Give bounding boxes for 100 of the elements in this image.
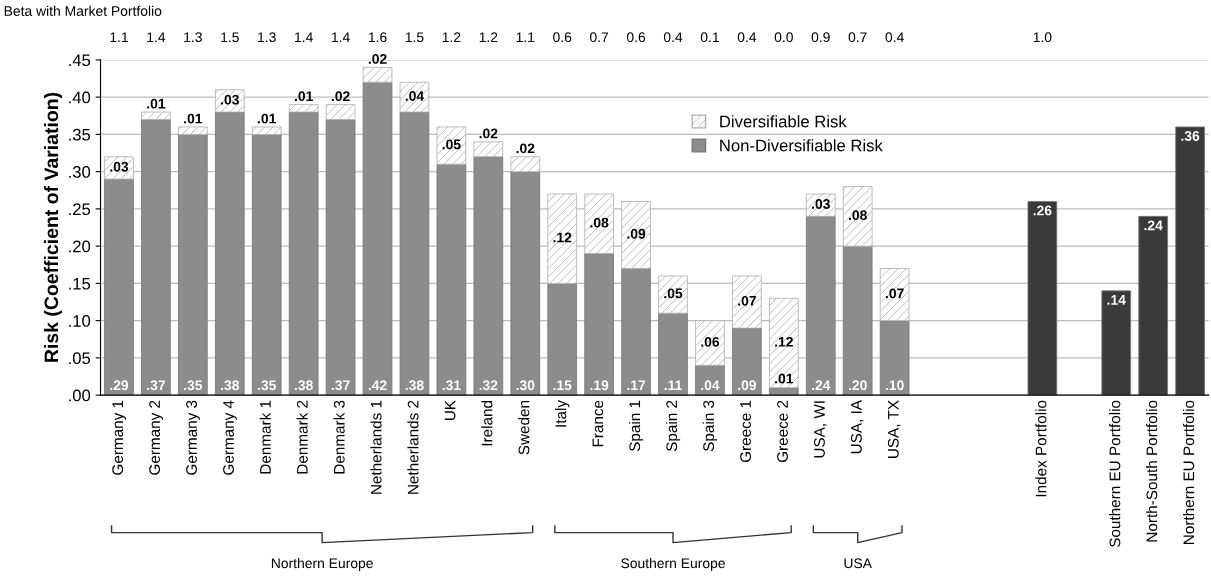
x-tick-label: Germany 4	[223, 400, 237, 475]
bar	[251, 133, 282, 396]
text: 1.1	[110, 32, 128, 42]
text: 0.4	[885, 32, 904, 43]
x-tick-label: USA, WI	[814, 401, 827, 458]
data-label: .02	[368, 54, 387, 64]
text: 1.6	[368, 32, 387, 43]
text: 1.5	[405, 32, 424, 43]
bar	[141, 111, 171, 120]
bar	[325, 119, 356, 396]
data-label: .07	[885, 288, 904, 299]
bar	[658, 312, 688, 396]
data-label: .06	[701, 336, 720, 347]
data-label: .37	[331, 380, 350, 391]
data-label: .29	[110, 380, 129, 391]
y-tick-label: .20	[69, 240, 91, 253]
text: 0.4	[663, 32, 683, 43]
text: 1.0	[1033, 32, 1052, 43]
bar	[1101, 290, 1132, 396]
data-label: .14	[1107, 295, 1126, 305]
data-label: .12	[775, 336, 793, 347]
y-tick-label: .15	[69, 277, 91, 290]
x-tick-label: North-South Portfolio	[1146, 400, 1158, 542]
text: 1.2	[442, 32, 461, 42]
data-label: .01	[184, 113, 203, 124]
data-label: .02	[479, 128, 498, 139]
data-label: .08	[590, 217, 609, 228]
data-label: .38	[221, 380, 240, 391]
text: 0.9	[811, 32, 830, 43]
data-label: .09	[627, 228, 646, 239]
bar	[1175, 126, 1205, 396]
data-label: .42	[368, 380, 387, 391]
data-label: .04	[701, 380, 720, 391]
legend-label: Diversifiable Risk	[720, 115, 847, 128]
bar	[1138, 215, 1168, 396]
data-label: .17	[627, 380, 646, 391]
bar	[288, 111, 319, 396]
bar	[805, 215, 836, 396]
x-tick-label: Northern EU Portfolio	[1182, 400, 1195, 544]
y-tick-label: .10	[69, 315, 91, 327]
text: 1.5	[221, 32, 239, 43]
data-label: .38	[294, 380, 313, 391]
bar	[141, 119, 171, 396]
y-tick-label: .35	[69, 128, 91, 141]
x-tick-label: France	[592, 400, 604, 447]
data-label: .09	[738, 380, 757, 391]
text: 0.0	[774, 32, 793, 43]
bar	[732, 327, 762, 396]
y-tick-label: .45	[69, 54, 91, 67]
data-label: .01	[258, 113, 276, 124]
y-tick-label: .25	[69, 203, 91, 216]
bar	[362, 66, 393, 83]
x-tick-label: Sweden	[518, 400, 530, 455]
x-tick-label: Netherlands 2	[407, 400, 419, 494]
y-tick-label: .40	[69, 91, 91, 104]
y-axis-title: Risk (Coefficient of Variation)	[43, 92, 63, 362]
data-label: .08	[848, 210, 867, 221]
text: 1.4	[332, 32, 350, 42]
data-label: .01	[775, 373, 794, 384]
bar	[399, 111, 430, 396]
bar	[104, 178, 134, 396]
x-tick-label: Spain 3	[702, 400, 718, 452]
data-label: .11	[664, 380, 682, 391]
x-tick-label: Germany 2	[149, 400, 164, 475]
data-label: .01	[294, 91, 313, 102]
bar	[842, 245, 873, 396]
y-tick-label: .00	[69, 389, 91, 402]
data-label: .37	[147, 380, 165, 391]
text: 1.4	[295, 32, 313, 42]
data-label: .01	[147, 98, 166, 109]
text: 1.1	[516, 32, 535, 42]
x-tick-label: Greece 2	[777, 400, 788, 463]
data-label: .24	[1144, 220, 1163, 231]
bar	[436, 163, 467, 396]
y-tick-label: .05	[69, 352, 91, 365]
bar	[178, 133, 208, 396]
x-tick-label: Denmark 3	[333, 400, 345, 474]
text: Southern Europe	[621, 557, 725, 571]
data-label: .03	[221, 94, 239, 105]
data-label: .36	[1181, 131, 1200, 141]
data-label: .02	[516, 143, 535, 154]
legend-label: Non-Diversifiable Risk	[720, 139, 883, 152]
text: USA	[844, 558, 872, 569]
bar	[547, 282, 578, 396]
text: Beta with Market Portfolio	[4, 5, 162, 16]
data-label: .03	[812, 199, 830, 209]
bar	[1027, 201, 1058, 396]
x-tick-label: UK	[444, 400, 456, 421]
x-tick-label: Spain 1	[628, 400, 644, 452]
data-label: .03	[110, 161, 129, 172]
x-tick-label: Denmark 2	[296, 400, 308, 474]
x-tick-label: Denmark 1	[259, 400, 271, 474]
data-label: .26	[1033, 205, 1052, 216]
bar	[214, 111, 245, 396]
text: 1.4	[147, 32, 166, 42]
bar	[473, 141, 504, 158]
x-tick-label: Netherlands 1	[370, 400, 382, 494]
text: 0.6	[553, 32, 572, 43]
text: 1.2	[479, 32, 498, 42]
bar	[879, 320, 910, 396]
